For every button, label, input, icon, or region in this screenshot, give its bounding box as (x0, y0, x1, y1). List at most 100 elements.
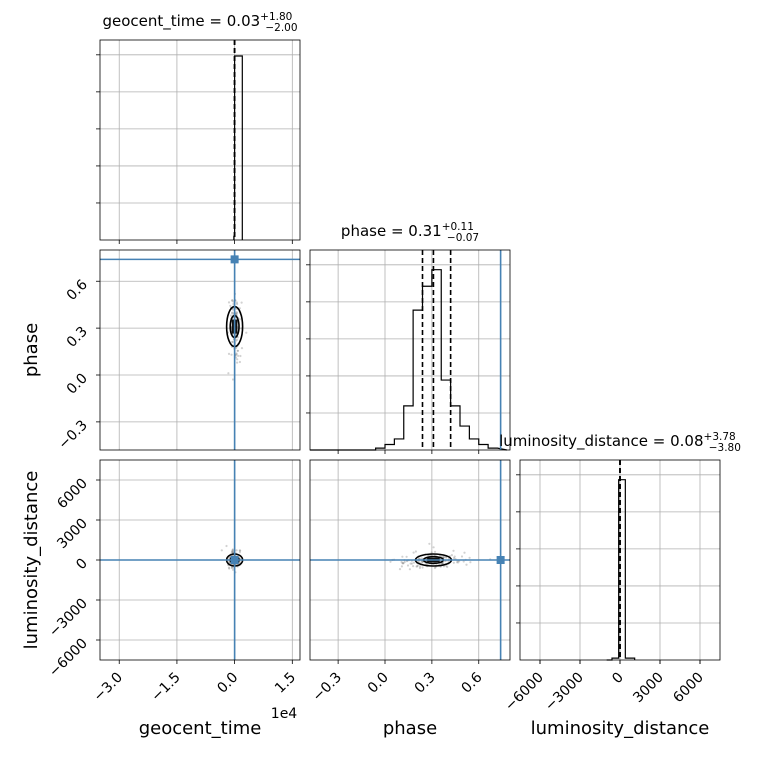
sample-point (412, 561, 415, 564)
sample-point (239, 354, 242, 358)
tick-label-x-luminosity_distance-4: 6000 (670, 670, 707, 707)
panel-frame-phase (309, 249, 511, 451)
sample-point (227, 352, 231, 355)
sample-point (225, 544, 228, 548)
sample-point (240, 347, 244, 350)
sample-point (235, 339, 238, 342)
tick-label-x-phase-2: 0.3 (412, 670, 439, 697)
sample-point (432, 546, 435, 549)
sample-point (231, 378, 235, 381)
tick-label-y-luminosity_distance-4: 6000 (54, 476, 91, 513)
sample-point (231, 548, 234, 551)
tick-label-x-luminosity_distance-2: 0 (609, 670, 627, 688)
axis-label-y-luminosity_distance: luminosity_distance (21, 471, 42, 650)
tick-label-x-luminosity_distance-0: −6000 (502, 670, 547, 715)
truth-point-10 (230, 255, 239, 264)
sample-point (457, 561, 460, 564)
sample-point (460, 555, 464, 558)
title-luminosity_distance: luminosity_distance = 0.08+3.78 −3.80 (499, 431, 741, 454)
axis-label-x-geocent_time: geocent_time (139, 718, 262, 739)
sample-point (235, 352, 238, 355)
sample-point (452, 561, 455, 564)
sample-point (230, 566, 233, 570)
sample-point (238, 551, 241, 554)
axis-label-x-luminosity_distance: luminosity_distance (531, 718, 710, 739)
sample-point (456, 561, 459, 564)
sample-point (227, 566, 231, 569)
sample-point (402, 562, 405, 565)
sample-point (428, 542, 431, 545)
sample-point (415, 565, 418, 568)
sample-point (420, 557, 423, 560)
sample-point (398, 568, 402, 571)
tick-label-x-geocent_time-1: −1.5 (148, 670, 183, 705)
sample-point (441, 562, 444, 565)
sample-point (231, 340, 234, 343)
sample-point (236, 338, 239, 341)
grid-layer (100, 40, 720, 660)
tick-label-x-luminosity_distance-1: −3000 (542, 670, 587, 715)
tick-label-x-luminosity_distance-3: 3000 (630, 670, 667, 707)
sample-point (238, 318, 242, 321)
sample-point (236, 361, 239, 364)
sample-point (231, 311, 234, 314)
sample-point (229, 304, 232, 307)
sample-point (245, 331, 248, 334)
sample-point (469, 561, 472, 564)
sample-point (445, 556, 448, 559)
tick-label-y-phase-0: −0.3 (55, 417, 90, 452)
sample-point (231, 312, 234, 315)
tick-label-y-phase-2: 0.3 (64, 324, 91, 351)
axis-label-y-phase: phase (21, 323, 42, 377)
sample-point (416, 564, 419, 567)
sample-point (418, 566, 421, 570)
sample-point (408, 568, 411, 571)
sample-point (228, 567, 231, 570)
sample-point (441, 562, 444, 565)
sample-point (235, 549, 238, 552)
sample-point (235, 301, 238, 304)
panel-frame-geocent_time (99, 39, 301, 241)
sample-point (412, 551, 415, 554)
sample-point (401, 562, 404, 565)
sample-point (416, 565, 419, 568)
sample-point (465, 563, 468, 566)
tick-label-x-phase-0: −0.3 (310, 670, 345, 705)
sample-point (421, 566, 424, 569)
axis-label-x-phase: phase (383, 718, 437, 739)
sample-point (420, 561, 424, 564)
panel-frame-10 (99, 249, 301, 451)
sample-point (231, 568, 235, 571)
truth-point-20 (230, 555, 239, 564)
tick-label-x-geocent_time-0: −3.0 (91, 670, 126, 705)
sample-point (236, 349, 240, 352)
sample-point (443, 556, 446, 559)
title-geocent_time: geocent_time = 0.03+1.80 −2.00 (102, 11, 297, 34)
sample-point (235, 353, 238, 356)
sample-point (231, 549, 234, 552)
sample-point (401, 562, 405, 565)
sample-point (409, 562, 412, 565)
sample-point (452, 549, 455, 552)
sample-point (410, 562, 413, 565)
sample-point (227, 372, 230, 375)
sample-point (231, 566, 234, 569)
sample-point (450, 554, 453, 557)
sample-point (238, 360, 241, 364)
sample-point (239, 549, 242, 552)
sample-point (220, 549, 223, 552)
sample-point (231, 299, 234, 302)
sample-point (401, 555, 404, 558)
sample-point (236, 336, 240, 339)
tick-label-y-phase-3: 0.6 (64, 277, 91, 304)
sample-point (235, 311, 239, 314)
sample-point (433, 550, 437, 553)
sample-point (231, 549, 234, 553)
sample-point (389, 560, 392, 563)
sample-point (462, 560, 465, 563)
sample-point (430, 551, 433, 554)
sample-point (442, 556, 445, 559)
sample-point (238, 549, 241, 552)
tick-label-y-luminosity_distance-1: −3000 (46, 596, 91, 641)
